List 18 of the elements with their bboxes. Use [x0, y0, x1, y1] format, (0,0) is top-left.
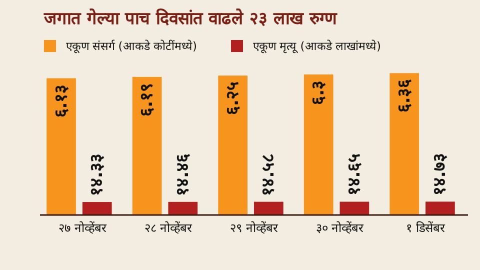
data-label: ६.१३: [51, 84, 72, 118]
data-label: १४.५८: [258, 153, 279, 196]
x-tick-label: २९ नोव्हेंबर: [230, 221, 279, 235]
x-tick-label: १ डिसेंबर: [406, 221, 446, 235]
data-label: ६.१९: [137, 82, 158, 116]
data-label: ६.२५: [222, 82, 243, 116]
x-tick-label: २७ नोव्हेंबर: [58, 221, 108, 235]
data-label: १४.४६: [172, 153, 193, 196]
x-tick-label: ३० नोव्हेंबर: [316, 221, 365, 235]
data-label: १४.३३: [87, 154, 108, 196]
legend-label: एकूण संसर्ग (आकडे कोटींमध्ये): [66, 39, 197, 54]
chart-title: जगात गेल्या पाच दिवसांत वाढले २३ लाख रुग्ण: [43, 8, 338, 29]
data-label: १४.७३: [430, 153, 450, 196]
legend-label: एकूण मृत्यू (आकडे लाखांमध्ये): [253, 39, 381, 54]
data-label: ६.३६: [394, 79, 414, 113]
x-tick-label: २८ नोव्हेंबर: [144, 221, 194, 235]
data-label: ६.३: [308, 80, 329, 105]
data-label: १४.६५: [344, 153, 364, 196]
